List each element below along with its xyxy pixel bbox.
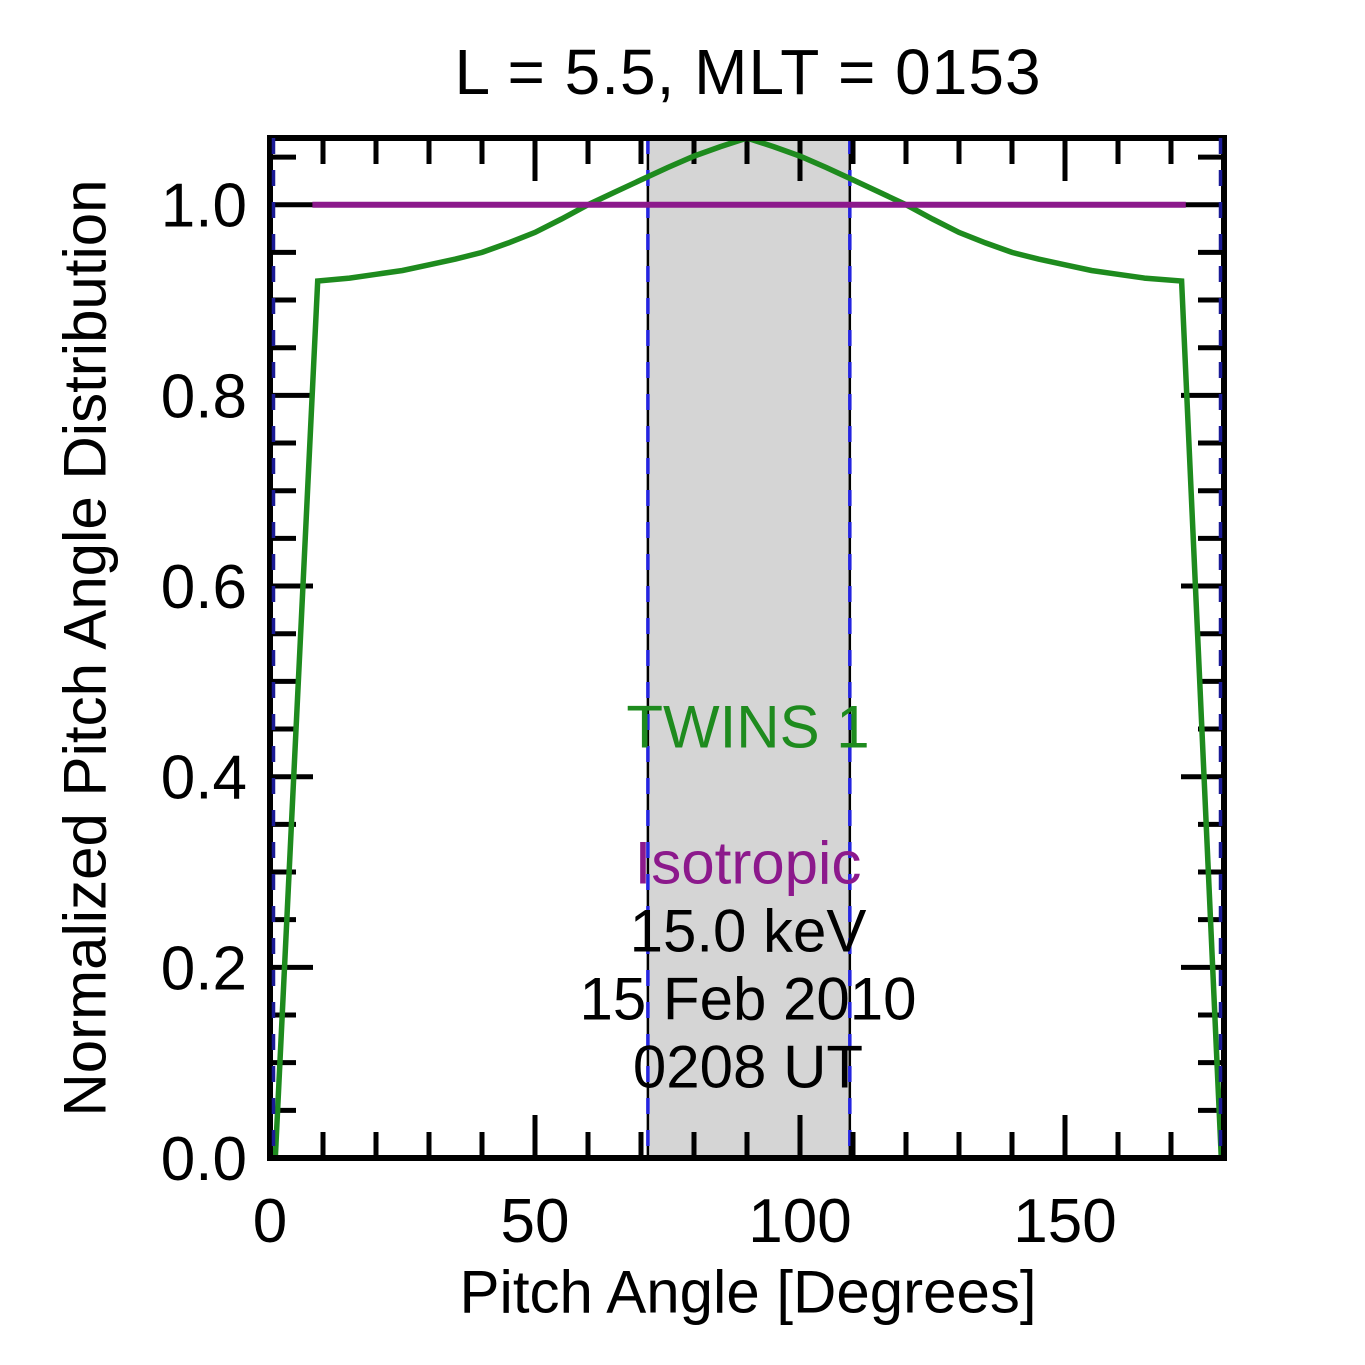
- x-tick-label: 100: [748, 1187, 851, 1256]
- x-axis-label: Pitch Angle [Degrees]: [459, 1258, 1037, 1326]
- y-axis-label: Normalized Pitch Angle Distribution: [51, 179, 119, 1117]
- series-label-isotropic: Isotropic: [634, 829, 862, 897]
- x-tick-label: 150: [1013, 1187, 1116, 1256]
- x-tick-label: 50: [501, 1187, 570, 1256]
- annotation-date: 15 Feb 2010: [579, 965, 917, 1033]
- annotation-energy: 15.0 keV: [629, 897, 867, 965]
- plot-title: L = 5.5, MLT = 0153: [454, 36, 1042, 108]
- plot-frame: [267, 135, 1227, 1161]
- y-tick-label: 0.2: [161, 934, 247, 1003]
- x-tick-label: 0: [253, 1187, 287, 1256]
- annotation-time: 0208 UT: [632, 1033, 864, 1101]
- y-tick-label: 0.6: [161, 553, 247, 622]
- series-label-twins1: TWINS 1: [626, 693, 870, 761]
- y-tick-label: 1.0: [161, 172, 247, 241]
- shaded-band: [647, 138, 850, 1158]
- y-tick-label: 0.4: [161, 744, 247, 813]
- y-tick-label: 0.0: [161, 1125, 247, 1194]
- y-tick-label: 0.8: [161, 362, 247, 431]
